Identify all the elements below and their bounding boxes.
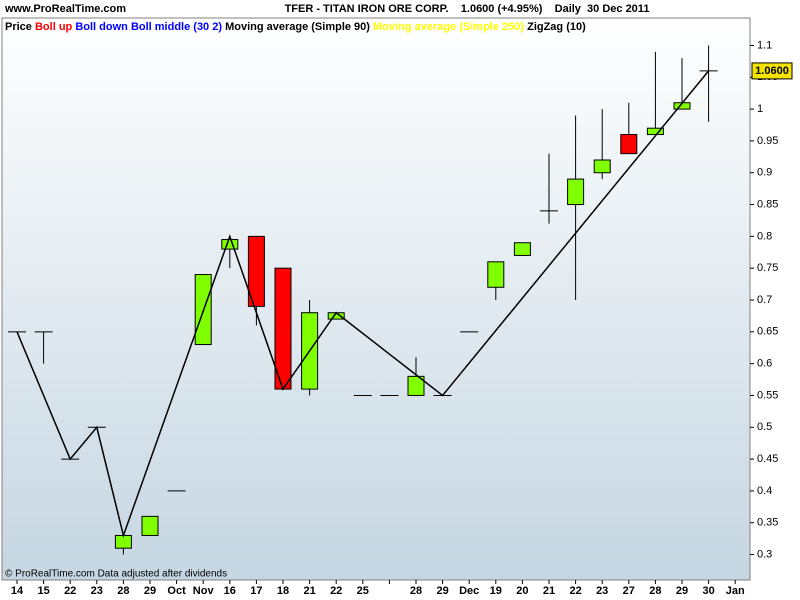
- candle-body: [221, 239, 239, 250]
- x-tick-label: 22: [64, 585, 76, 597]
- y-tick-label: 0.95: [757, 135, 778, 147]
- x-tick-label: Dec: [459, 585, 479, 597]
- x-tick-label: 20: [516, 585, 528, 597]
- candle-body: [487, 261, 505, 288]
- x-tick-label: 22: [569, 585, 581, 597]
- y-tick-label: 0.4: [757, 485, 772, 497]
- legend-entry: Boll down: [75, 21, 128, 33]
- y-tick-label: 0.9: [757, 167, 772, 179]
- x-tick-label: 28: [117, 585, 129, 597]
- y-tick-label: 0.3: [757, 548, 772, 560]
- legend-entry: Moving average (Simple 250): [373, 21, 524, 33]
- x-tick-label: 29: [436, 585, 448, 597]
- legend-entry: Boll middle (30 2): [131, 21, 222, 33]
- x-tick-label: 16: [224, 585, 236, 597]
- x-tick-label: Oct: [167, 585, 186, 597]
- x-tick-label: 23: [596, 585, 608, 597]
- legend-entry: Moving average (Simple 90): [225, 21, 370, 33]
- y-tick-label: 0.75: [757, 262, 778, 274]
- legend-entry: Price: [5, 21, 32, 33]
- x-tick-label: Nov: [193, 585, 215, 597]
- candle-body: [407, 375, 425, 396]
- chart-title: TFER - TITAN IRON ORE CORP. 1.0600 (+4.9…: [285, 3, 650, 15]
- x-tick-label: 21: [303, 585, 315, 597]
- legend: Price Boll up Boll down Boll middle (30 …: [5, 21, 586, 33]
- site: www.ProRealTime.com: [4, 3, 126, 15]
- candle-body: [513, 242, 531, 256]
- y-tick-label: 1.1: [757, 39, 772, 51]
- y-tick-label: 0.45: [757, 453, 778, 465]
- x-tick-label: 30: [702, 585, 714, 597]
- plot-area: [1, 17, 751, 581]
- x-tick-label: 29: [676, 585, 688, 597]
- legend-entry: ZigZag (10): [527, 21, 586, 33]
- candle-body: [141, 515, 159, 536]
- x-tick-label: 28: [649, 585, 661, 597]
- x-tick-label: 17: [250, 585, 262, 597]
- x-tick-label: 23: [91, 585, 103, 597]
- candle-body: [247, 235, 265, 307]
- zigzag-line: [16, 70, 710, 539]
- y-tick-label: 0.55: [757, 389, 778, 401]
- x-tick-label: 19: [490, 585, 502, 597]
- x-tick-label: Jan: [726, 585, 745, 597]
- last-price-label: 1.0600: [755, 65, 789, 77]
- x-tick-label: 21: [543, 585, 555, 597]
- y-tick-label: 0.7: [757, 294, 772, 306]
- y-tick-label: 0.6: [757, 358, 772, 370]
- x-tick-label: 29: [144, 585, 156, 597]
- last-price-box: [751, 62, 793, 80]
- footer: © ProRealTime.com Data adjusted after di…: [5, 569, 227, 580]
- candle-body: [593, 159, 611, 174]
- y-tick-label: 0.85: [757, 198, 778, 210]
- y-tick-label: 1: [757, 103, 763, 115]
- y-tick-label: 0.5: [757, 421, 772, 433]
- y-tick-label: 0.8: [757, 230, 772, 242]
- candle-body: [646, 127, 664, 136]
- x-tick-label: 25: [357, 585, 369, 597]
- x-tick-label: 22: [330, 585, 342, 597]
- x-tick-label: 27: [623, 585, 635, 597]
- x-tick-label: 18: [277, 585, 289, 597]
- x-tick-label: 28: [410, 585, 422, 597]
- y-tick-label: 0.65: [757, 326, 778, 338]
- candle-body: [620, 134, 638, 155]
- x-tick-label: 14: [11, 585, 24, 597]
- y-tick-label: 0.35: [757, 517, 778, 529]
- x-tick-label: 15: [37, 585, 49, 597]
- legend-text: Price Boll up Boll down Boll middle (30 …: [5, 21, 586, 33]
- candle-body: [567, 178, 585, 206]
- legend-entry: Boll up: [35, 21, 73, 33]
